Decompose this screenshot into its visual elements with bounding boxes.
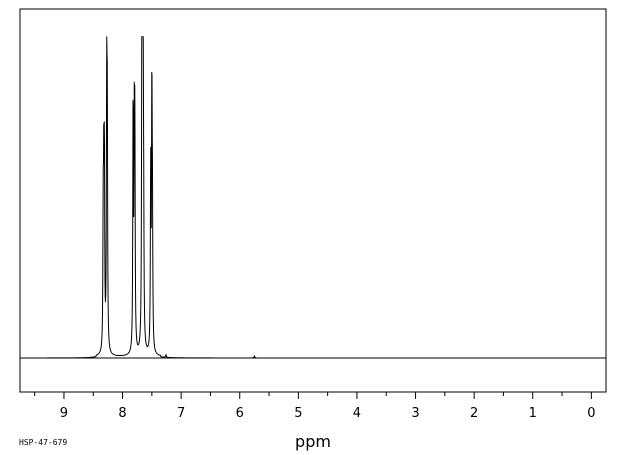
plot-frame xyxy=(19,8,607,393)
tick-label: 8 xyxy=(118,406,126,421)
tick-label: 9 xyxy=(60,406,68,421)
x-axis-tick-labels: 9 8 7 6 5 4 3 2 1 0 xyxy=(60,406,596,421)
spectrum-code-label: HSP-47-679 xyxy=(19,438,67,447)
x-axis-ticks xyxy=(34,392,592,399)
tick-label: 1 xyxy=(529,406,537,421)
x-axis-title: ppm xyxy=(295,432,331,451)
tick-label: 3 xyxy=(411,406,419,421)
tick-label: 0 xyxy=(587,406,595,421)
tick-label: 7 xyxy=(177,406,185,421)
spectrum-line xyxy=(19,36,607,359)
tick-label: 6 xyxy=(236,406,244,421)
tick-label: 2 xyxy=(470,406,478,421)
tick-label: 5 xyxy=(294,406,302,421)
tick-label: 4 xyxy=(353,406,361,421)
